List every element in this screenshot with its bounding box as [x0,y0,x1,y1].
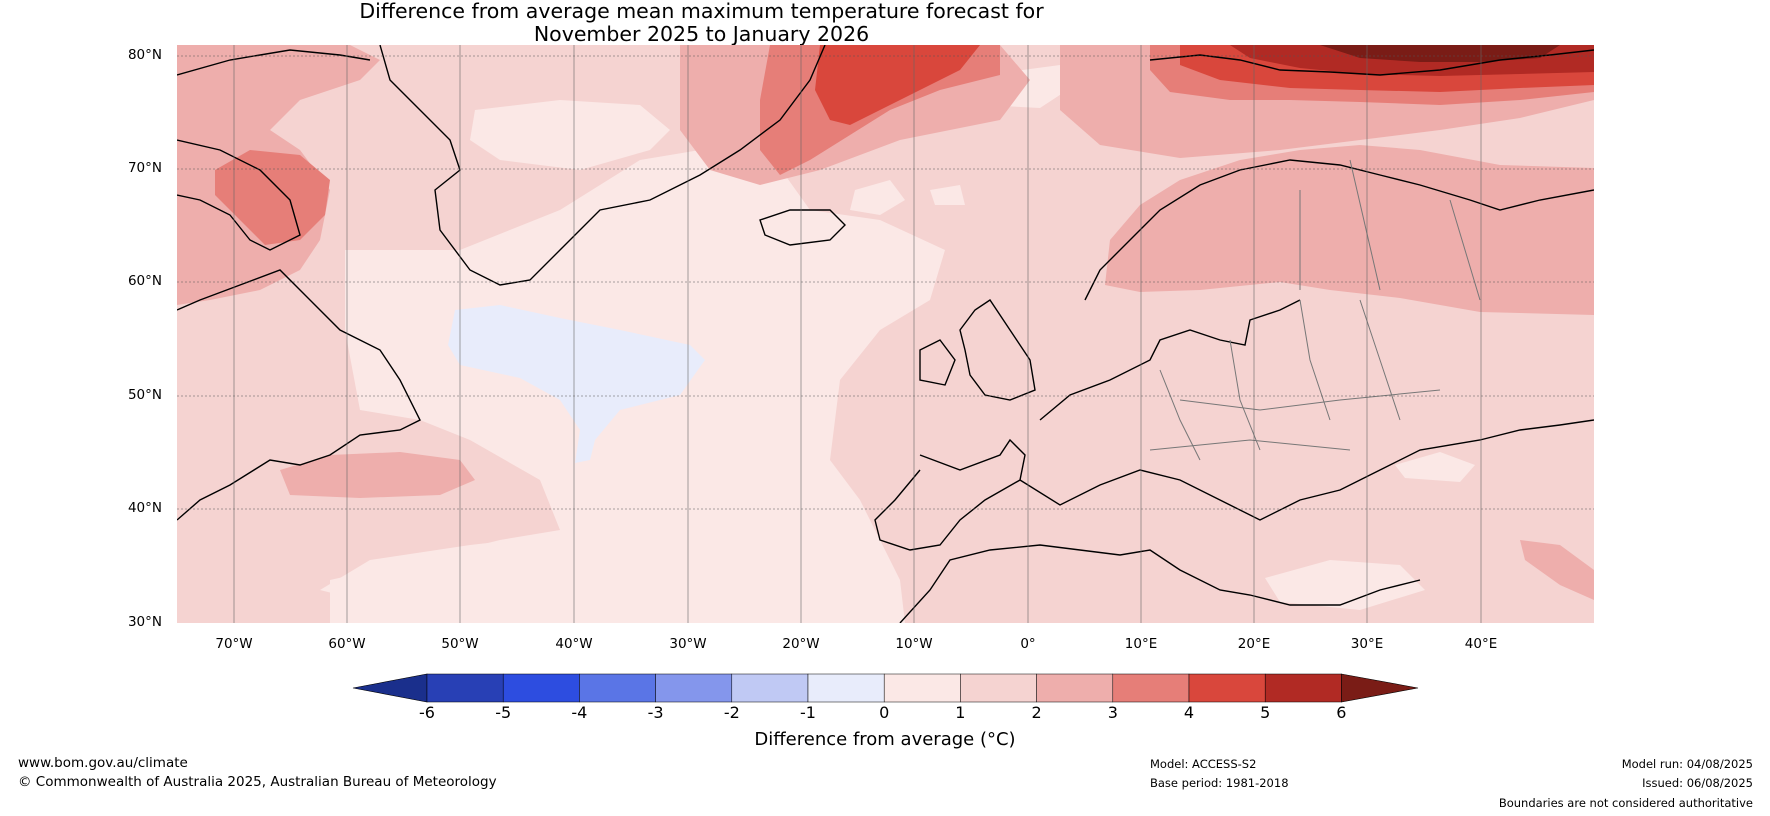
model-run-text: Model run: 04/08/2025 [1621,757,1753,771]
colorbar-title: Difference from average (°C) [754,729,1016,750]
colorbar-extend-low [352,673,428,703]
colorbar-swatch [883,673,961,703]
colorbar-swatch [502,673,580,703]
anomaly-zone-0-1-north [470,100,670,170]
issued-text: Issued: 06/08/2025 [1642,776,1753,790]
website-link[interactable]: www.bom.gov.au/climate [18,755,188,771]
colorbar-swatch [426,673,504,703]
map-title: Difference from average mean maximum tem… [0,0,1403,46]
colorbar-swatch [960,673,1037,703]
anomaly-zone-0-1-iceland [850,180,905,215]
title-line-1: Difference from average mean maximum tem… [359,0,1044,23]
anomaly-zone-0-1-southwest [320,535,575,595]
coastlines [177,45,1594,623]
anomaly-zone-2-3-east-med [1520,540,1594,600]
colorbar-tick-label: 2 [1031,703,1042,722]
anomaly-zone-3-4-baffin [215,150,330,245]
lon-label-40w: 40°W [555,636,593,652]
iceland-coast [759,209,846,246]
colorbar-tick-label: 0 [879,703,890,722]
colorbar-tick-label: 4 [1183,703,1195,722]
border-lines [1149,159,1481,461]
gridlines [177,55,1594,510]
colorbar-swatch [1112,673,1190,703]
colorbar-extend-high [1341,673,1419,703]
colorbar [352,673,1419,703]
colorbar-tick-label: 5 [1260,703,1271,722]
base-period-text: Base period: 1981-2018 [1150,776,1289,790]
copyright-text: © Commonwealth of Australia 2025, Austra… [18,774,497,790]
europe-coast [874,299,1301,551]
anomaly-zone-4-5-greenland-sea [815,45,980,125]
colorbar-tick-label: -5 [495,703,512,722]
mediterranean-coast [1019,419,1594,521]
colorbar-tick-label: -2 [723,703,740,722]
ireland-coast [919,339,956,386]
colorbar-swatch [1264,673,1342,703]
lon-label-60w: 60°W [328,636,366,652]
colorbar-tick-label: -3 [647,703,664,722]
colorbar-swatch [1188,673,1266,703]
colorbar-tick-label: 3 [1107,703,1118,722]
title-line-2: November 2025 to January 2026 [533,22,870,46]
colorbar-swatch [579,673,656,703]
anomaly-zone-0-1-norwegian-sea [930,185,965,205]
lat-label-30n: 30°N [127,614,162,630]
lat-label-50n: 50°N [127,387,162,403]
anomaly-zone-6-plus [1320,45,1560,62]
model-text: Model: ACCESS-S2 [1150,757,1257,771]
lon-label-70w: 70°W [215,636,253,652]
baffin-coast [177,49,371,251]
anomaly-zone-0-1-black-sea [1395,452,1475,482]
anomaly-zone-2-3-atlantic [280,452,475,498]
labrador-coast [177,269,421,521]
colorbar-swatch [731,673,809,703]
lon-label-30w: 30°W [669,636,707,652]
map-area [177,45,1594,623]
colorbar-tick-label: 6 [1336,703,1347,722]
lon-label-0: 0° [1020,636,1036,652]
arctic-islands-coast [1149,49,1594,76]
meridians [233,45,1482,623]
lat-label-40n: 40°N [127,500,162,516]
anomaly-zone-neg1-0 [448,305,705,463]
lon-label-20e: 20°E [1237,636,1271,652]
lon-label-50w: 50°W [441,636,479,652]
norway-coast [1084,159,1594,301]
colorbar-tick-label: -4 [571,703,588,722]
anomaly-zone-0-1-mediterranean [1265,560,1425,610]
north-africa-coast [899,544,1421,623]
greenland-coast [379,45,826,286]
lat-label-80n: 80°N [127,47,162,63]
colorbar-swatch [1036,673,1114,703]
britain-coast [959,299,1036,401]
colorbar-tick-label: -1 [800,703,816,722]
colorbar-tick-label: -6 [419,703,435,722]
lon-label-10w: 10°W [895,636,933,652]
lon-label-30e: 30°E [1350,636,1384,652]
lat-label-70n: 70°N [127,160,162,176]
colorbar-tick-label: 1 [955,703,966,722]
colorbar-swatch [807,673,885,703]
country-borders [1149,159,1481,461]
lon-label-20w: 20°W [782,636,820,652]
lon-label-10e: 10°E [1124,636,1158,652]
lat-label-60n: 60°N [127,273,162,289]
lon-label-40e: 40°E [1464,636,1498,652]
disclaimer-text: Boundaries are not considered authoritat… [1498,796,1753,810]
colorbar-swatch [655,673,733,703]
